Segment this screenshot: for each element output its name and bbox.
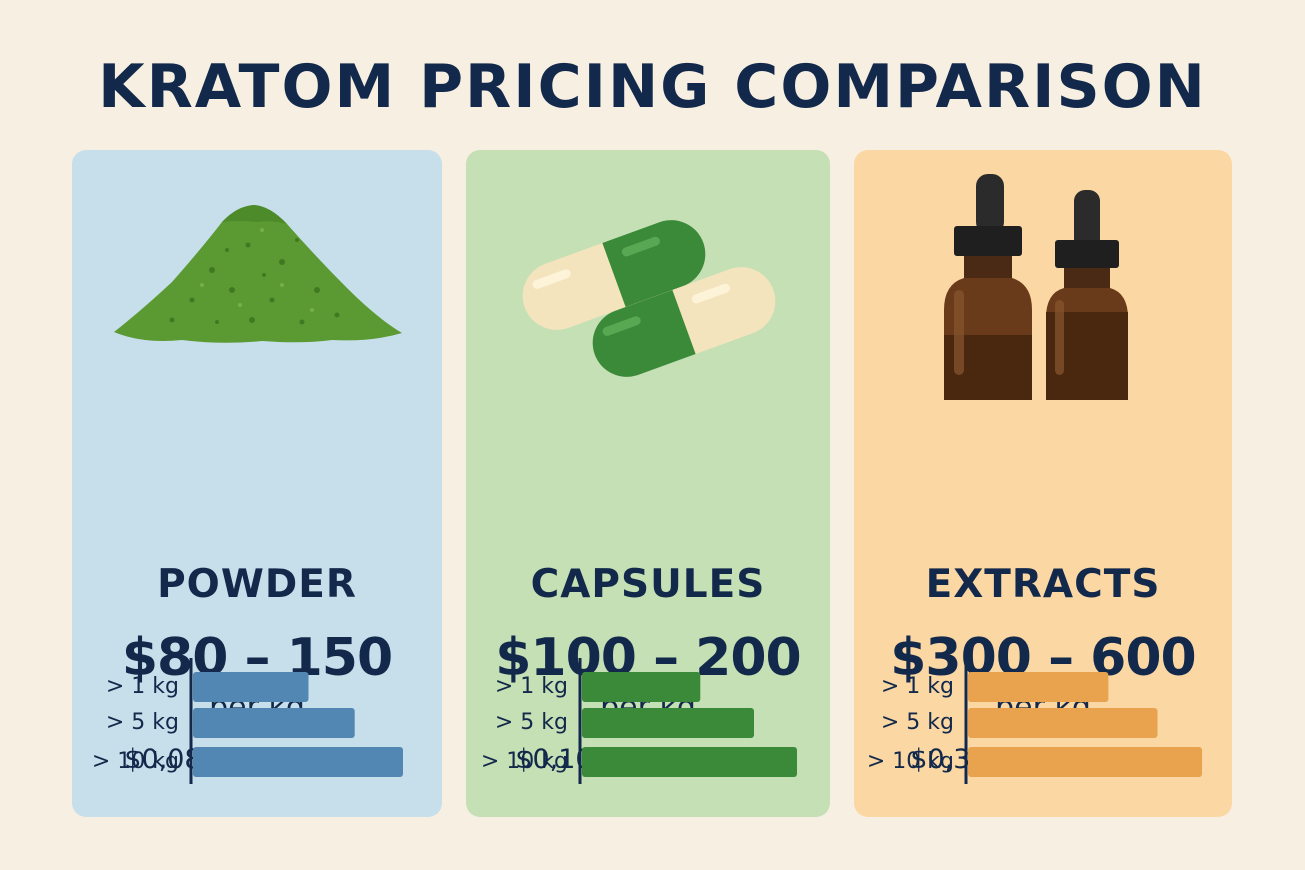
bar-1 xyxy=(968,672,1109,702)
bar-category-label: > 10 kg xyxy=(867,749,954,774)
bar-category-label: > 10 kg xyxy=(92,749,179,774)
bar-1 xyxy=(582,672,701,702)
bar-3 xyxy=(193,747,403,777)
bar-category-label: > 1 kg xyxy=(495,674,568,699)
bar-category-label: > 1 kg xyxy=(881,674,954,699)
product-name: EXTRACTS xyxy=(925,562,1161,607)
bar-1 xyxy=(193,672,309,702)
dropper-bottles-icon xyxy=(944,174,1128,400)
page-title: KRATOM PRICING COMPARISON xyxy=(98,52,1207,122)
capsules-card: CAPSULES $100 – 200 per kg $0,10 – 0,20 … xyxy=(466,150,830,817)
bar-2 xyxy=(582,708,754,738)
powder-bar-chart: > 1 kg > 5 kg > 10 kg xyxy=(92,658,403,784)
powder-card: POWDER $80 – 150 per kg $0,08 – 0,15 / g… xyxy=(72,150,442,817)
bar-category-label: > 10 kg xyxy=(481,749,568,774)
powder-pile-icon xyxy=(114,205,402,343)
bar-category-label: > 5 kg xyxy=(495,710,568,735)
bar-category-label: > 5 kg xyxy=(106,710,179,735)
capsules-bar-chart: > 1 kg > 5 kg > 10 kg xyxy=(481,658,797,784)
product-name: CAPSULES xyxy=(530,562,766,607)
extracts-bar-chart: > 1 kg > 5 kg > 10 kg xyxy=(867,658,1202,784)
product-name: POWDER xyxy=(157,562,357,607)
bar-category-label: > 5 kg xyxy=(881,710,954,735)
bar-3 xyxy=(968,747,1202,777)
capsules-icon xyxy=(522,220,776,377)
bar-3 xyxy=(582,747,797,777)
bar-category-label: > 1 kg xyxy=(106,674,179,699)
extracts-card: EXTRACTS $300 – 600 per kg $0,30 – 0,60 … xyxy=(854,150,1232,817)
bar-2 xyxy=(193,708,355,738)
bar-2 xyxy=(968,708,1158,738)
